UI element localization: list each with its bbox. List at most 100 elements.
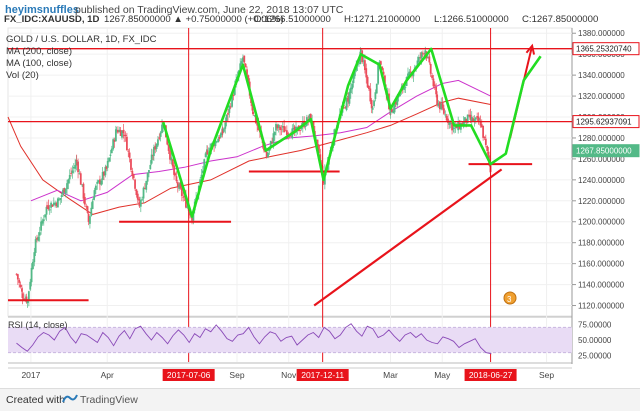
candle-body	[316, 139, 319, 146]
brand-name[interactable]: TradingView	[80, 394, 138, 406]
candle-body	[409, 71, 412, 73]
candle-body	[96, 181, 99, 184]
candle-body	[157, 139, 159, 146]
candle-body	[97, 180, 100, 183]
candle-body	[29, 281, 32, 290]
rsi-tick-label: 25.00000	[578, 352, 612, 361]
candle-body	[138, 201, 141, 207]
candle-body	[86, 206, 89, 213]
candle-body	[70, 173, 73, 174]
candle-body	[347, 97, 349, 102]
candle-body	[136, 193, 139, 200]
candle-body	[141, 199, 144, 201]
candle-body	[16, 274, 19, 280]
candle-body	[231, 94, 233, 107]
ticker-change: 1267.85000000 ▲ +0.75000000 (+0.06%)	[104, 14, 284, 25]
price-label: 1365.25320740	[576, 45, 632, 54]
candle-body	[441, 102, 444, 109]
candle-body	[358, 62, 360, 64]
ticker-close: C:1267.85000000	[522, 14, 599, 25]
candle-body	[21, 293, 24, 299]
candle-body	[487, 151, 490, 160]
candle-body	[368, 86, 370, 90]
candle-body	[227, 113, 229, 115]
time-tick-label: Apr	[101, 370, 114, 380]
candle-body	[166, 137, 169, 145]
candle-body	[54, 202, 57, 205]
candle-body	[273, 131, 276, 136]
candle-body	[428, 56, 431, 63]
date-highlight-label: 2018-06-27	[469, 370, 513, 380]
candle-body	[68, 175, 71, 180]
legend-ma200[interactable]: MA (200, close)	[6, 46, 72, 57]
candle-body	[131, 170, 134, 177]
candle-body	[433, 84, 436, 87]
candle-body	[473, 118, 476, 122]
candle-body	[134, 179, 136, 189]
candle-body	[89, 216, 91, 224]
candle-body	[247, 75, 250, 83]
candle-body	[482, 125, 485, 138]
candle-body	[132, 174, 135, 179]
candle-body	[440, 103, 443, 110]
candle-body	[217, 138, 220, 143]
price-chart[interactable]: 75.00000 50.00000 25.00000 1120.000000 1140…	[0, 0, 640, 388]
candle-body	[240, 61, 243, 65]
candle-body	[109, 154, 112, 156]
candle-body	[154, 145, 157, 150]
candles	[15, 46, 492, 308]
candle-body	[27, 291, 30, 301]
candle-body	[445, 115, 448, 121]
candle-body	[167, 144, 170, 151]
legend-vol[interactable]: Vol (20)	[6, 70, 39, 81]
candle-body	[472, 118, 475, 122]
candle-body	[277, 124, 280, 128]
candle-body	[37, 236, 40, 241]
candle-body	[395, 101, 397, 105]
username[interactable]: heyimsnuffles	[5, 4, 79, 16]
candle-body	[464, 117, 466, 123]
rsi-label[interactable]: RSI (14, close)	[8, 320, 68, 330]
price-tick-label: 1140.000000	[578, 281, 625, 290]
candle-body	[170, 157, 173, 161]
candle-body	[182, 196, 185, 198]
candle-body	[135, 189, 138, 196]
candle-body	[71, 170, 74, 174]
candle-body	[57, 199, 60, 201]
candle-body	[285, 130, 288, 136]
candle-body	[130, 158, 132, 170]
candle-body	[110, 148, 113, 154]
candle-body	[206, 150, 209, 155]
price-tick-label: 1320.000000	[578, 92, 625, 101]
alert-icon[interactable]: 3	[503, 291, 517, 305]
candle-body	[374, 92, 377, 99]
price-tick-label: 1180.000000	[578, 239, 625, 248]
candle-body	[155, 143, 158, 149]
price-tick-label: 1340.000000	[578, 71, 625, 80]
candle-body	[423, 53, 426, 55]
candle-body	[300, 127, 303, 129]
candle-body	[173, 165, 175, 175]
price-label-box	[572, 115, 640, 129]
candle-body	[483, 136, 486, 139]
candle-body	[275, 123, 277, 131]
candle-body	[175, 176, 178, 182]
price-tick-label: 1200.000000	[578, 218, 625, 227]
candle-body	[101, 172, 104, 180]
candle-body	[281, 126, 284, 128]
candle-body	[38, 232, 41, 236]
legend-title: GOLD / U.S. DOLLAR, 1D, FX_IDC	[6, 34, 157, 45]
candle-body	[174, 173, 176, 176]
candle-body	[93, 189, 96, 198]
time-tick-label: Sep	[539, 370, 554, 380]
candle-body	[81, 184, 84, 186]
candle-body	[359, 49, 362, 51]
date-highlight-box	[464, 369, 517, 381]
candle-body	[432, 78, 435, 87]
candle-body	[180, 187, 183, 196]
candle-body	[219, 133, 222, 138]
price-tick-label: 1220.000000	[578, 197, 625, 206]
candle-body	[365, 68, 368, 78]
rsi-panel: 75.00000 50.00000 25.00000	[8, 320, 612, 361]
legend-ma100[interactable]: MA (100, close)	[6, 58, 72, 69]
